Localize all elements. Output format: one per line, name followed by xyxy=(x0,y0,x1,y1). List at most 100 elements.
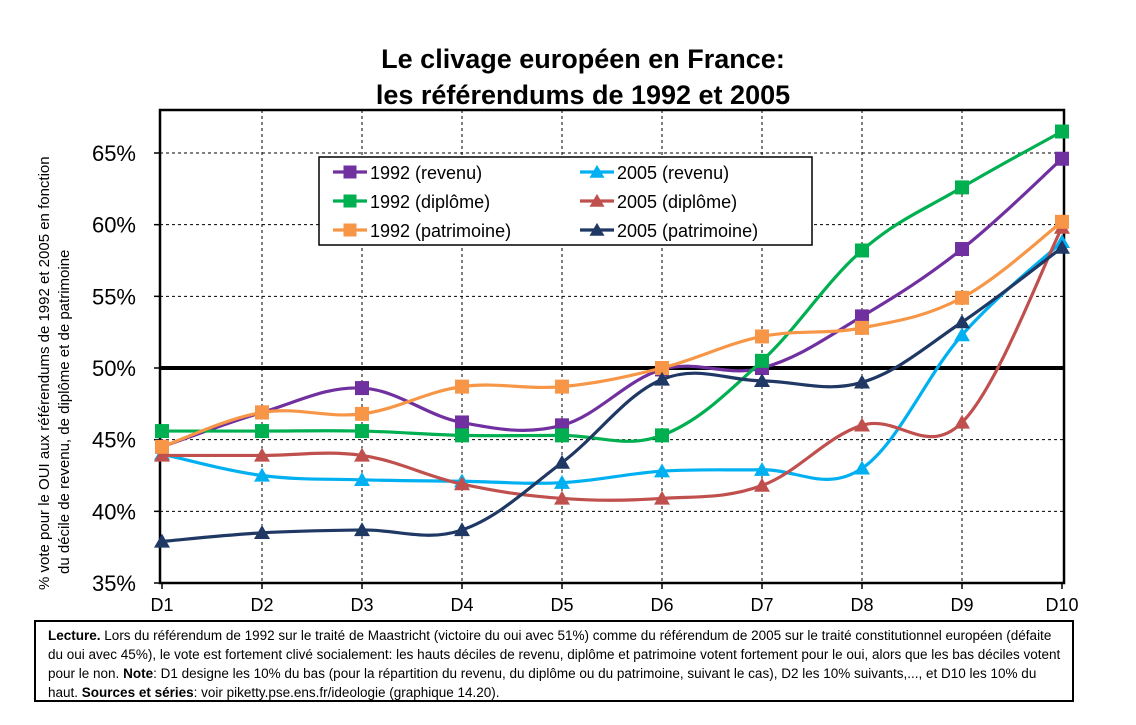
data-point xyxy=(1054,239,1070,254)
x-tick-label: D2 xyxy=(250,595,273,615)
data-point xyxy=(854,417,870,432)
data-point xyxy=(854,374,870,389)
data-point xyxy=(654,490,670,505)
y-tick-label: 45% xyxy=(92,428,136,453)
data-point xyxy=(1055,214,1069,229)
y-tick-label: 40% xyxy=(92,499,136,524)
series-line xyxy=(161,157,1064,449)
data-point xyxy=(754,462,770,476)
y-tick-label: 50% xyxy=(92,356,136,381)
data-point xyxy=(455,428,469,443)
data-point xyxy=(654,463,670,478)
data-point xyxy=(855,243,869,258)
series-line xyxy=(162,130,1063,443)
data-point xyxy=(355,406,369,421)
y-tick-label: 55% xyxy=(92,284,136,309)
legend-swatch-marker xyxy=(343,223,357,237)
series-line xyxy=(161,240,1064,485)
legend-label: 1992 (patrimoine) xyxy=(370,221,511,241)
y-axis-title: % vote pour le OUI aux référendums de 19… xyxy=(36,156,73,590)
data-point xyxy=(1055,151,1069,166)
x-tick-label: D6 xyxy=(650,595,673,615)
data-point xyxy=(354,472,370,486)
data-point xyxy=(755,353,769,368)
data-point xyxy=(954,327,970,342)
data-point xyxy=(255,405,269,420)
data-point xyxy=(354,522,370,537)
data-point xyxy=(355,381,369,396)
plot-area: 35% 40% 45% 50% 55% 60% 65% D1 D2 D3 D4 D5 D6 D7 D8 D9 D… xyxy=(92,108,1079,615)
data-point xyxy=(154,533,170,548)
data-point xyxy=(755,329,769,344)
y-tick-label: 65% xyxy=(92,141,136,166)
legend-swatch-marker xyxy=(343,165,357,179)
legend-label: 1992 (revenu) xyxy=(370,163,482,183)
y-tick-label: 35% xyxy=(92,571,136,596)
data-point xyxy=(255,424,269,439)
data-point xyxy=(254,447,270,462)
y-axis-title-line-1: % vote pour le OUI aux référendums de 19… xyxy=(36,156,53,590)
data-point xyxy=(1055,124,1069,139)
data-point xyxy=(455,415,469,430)
series-line xyxy=(161,246,1063,544)
data-point xyxy=(455,379,469,394)
chart-title-line-1: Le clivage européen en France: xyxy=(381,44,785,74)
sources-text: : voir piketty.pse.ens.fr/ideologie (gra… xyxy=(193,685,500,700)
x-tick-label: D3 xyxy=(350,595,373,615)
legend-label: 2005 (revenu) xyxy=(617,163,729,183)
data-point xyxy=(554,490,570,505)
legend-swatch-marker xyxy=(589,193,605,207)
legend-swatch-marker xyxy=(589,164,605,178)
y-axis-title-line-2: du décile de revenu, de diplôme et de pa… xyxy=(56,250,73,574)
chart-title-line-2: les référendums de 1992 et 2005 xyxy=(376,80,790,110)
data-point xyxy=(655,428,669,443)
data-point xyxy=(855,309,869,324)
data-point xyxy=(654,371,670,386)
data-point xyxy=(454,522,470,537)
lecture-label: Lecture. xyxy=(48,628,101,643)
data-point xyxy=(855,320,869,335)
data-point xyxy=(555,379,569,394)
legend-swatch-marker xyxy=(589,222,605,236)
data-point xyxy=(555,428,569,443)
data-point xyxy=(655,361,669,375)
data-point xyxy=(955,290,969,305)
data-point xyxy=(254,525,270,539)
data-point xyxy=(854,460,870,475)
data-point xyxy=(754,477,770,492)
series-line xyxy=(161,220,1063,449)
data-point xyxy=(954,314,970,329)
reading-note: Lecture. Lors du référendum de 1992 sur … xyxy=(34,620,1074,702)
data-point xyxy=(955,242,969,257)
data-point xyxy=(554,474,570,489)
data-point xyxy=(155,439,169,454)
data-point xyxy=(155,424,169,439)
x-tick-label: D5 xyxy=(550,595,573,615)
note-label: Note xyxy=(123,666,154,681)
data-point xyxy=(754,373,770,388)
x-tick-label: D7 xyxy=(750,595,773,615)
y-tick-label: 60% xyxy=(92,213,136,238)
legend-swatch-marker xyxy=(343,194,357,208)
legend-label: 2005 (patrimoine) xyxy=(617,221,758,241)
data-point xyxy=(454,476,470,491)
x-tick-label: D9 xyxy=(950,595,973,615)
data-point xyxy=(254,467,270,482)
legend-label: 2005 (diplôme) xyxy=(617,192,737,212)
x-tick-label: D8 xyxy=(850,595,873,615)
data-point xyxy=(355,424,369,439)
sources-label: Sources et séries xyxy=(81,685,194,700)
x-tick-label: D10 xyxy=(1045,595,1078,615)
data-point xyxy=(954,414,970,429)
legend-box xyxy=(318,156,813,246)
data-point xyxy=(154,447,170,462)
note-text: : D1 designe les 10% du bas (pour la rép… xyxy=(48,666,1037,700)
lecture-text: Lors du référendum de 1992 sur le traité… xyxy=(48,628,1061,681)
legend-label: 1992 (diplôme) xyxy=(370,192,490,212)
data-point xyxy=(955,180,969,195)
data-point xyxy=(354,447,370,462)
x-tick-label: D1 xyxy=(150,595,173,615)
series-line xyxy=(162,226,1064,502)
plot-border xyxy=(158,108,1066,585)
